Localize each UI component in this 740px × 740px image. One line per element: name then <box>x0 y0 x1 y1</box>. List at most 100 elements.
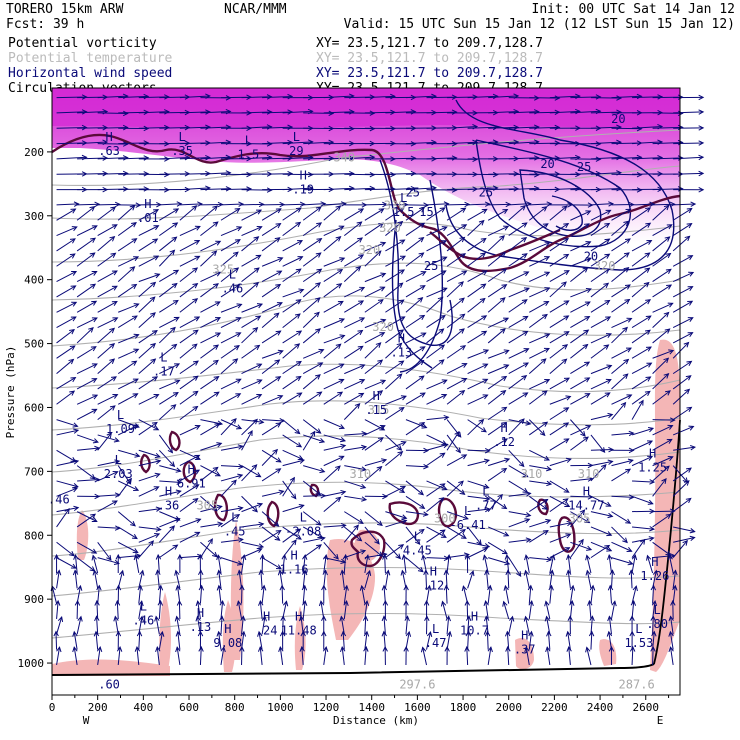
vector-shaft <box>179 255 200 267</box>
vector-head <box>272 448 279 455</box>
vector-head <box>550 554 556 561</box>
vector-head <box>419 392 426 398</box>
vector-head <box>624 298 631 305</box>
vector-shaft <box>611 459 633 467</box>
vector-head <box>113 559 120 565</box>
vector-shaft <box>385 373 403 390</box>
vector-head <box>236 424 243 430</box>
vector-shaft <box>323 379 344 390</box>
vector-shaft <box>483 555 489 574</box>
vector-head <box>233 267 240 273</box>
vector-shaft <box>569 585 574 604</box>
vector-head <box>513 171 520 177</box>
vector-head <box>322 554 329 561</box>
vector-head <box>554 140 561 146</box>
vector-shaft <box>508 616 514 635</box>
vector-shaft <box>384 554 386 573</box>
vector-shaft <box>611 468 631 482</box>
vector-head <box>234 514 241 520</box>
vector-head <box>236 303 243 309</box>
vector-shaft <box>138 508 161 513</box>
vector-shaft <box>261 530 282 543</box>
vector-head <box>563 487 570 493</box>
vector-shaft <box>611 284 631 298</box>
vector-head <box>501 503 508 510</box>
vector-shaft <box>159 316 180 329</box>
vector-head <box>649 479 656 485</box>
vector-shaft <box>97 143 128 145</box>
vector-head <box>541 313 548 320</box>
vector-head <box>164 171 170 178</box>
extremum-mark: H <box>295 609 302 623</box>
vector-head <box>53 553 60 560</box>
vector-head <box>282 600 289 607</box>
vector-shaft <box>116 600 119 619</box>
extremum-value: .01 <box>137 211 159 225</box>
vector-shaft <box>467 449 490 452</box>
vector-shaft <box>343 266 361 282</box>
extremum-value: 1.5 <box>393 205 415 219</box>
vector-shaft <box>672 255 693 267</box>
vector-shaft <box>114 616 119 635</box>
vector-shaft <box>570 301 591 313</box>
vector-head <box>636 125 643 132</box>
vector-head <box>173 208 180 214</box>
vector-shaft <box>200 271 221 283</box>
vector-head <box>521 253 528 259</box>
vector-shaft <box>158 434 173 453</box>
extremum-value: 1.26 <box>640 569 669 583</box>
vector-shaft <box>56 127 87 129</box>
vector-shaft <box>158 631 163 650</box>
vector-shaft <box>97 460 120 467</box>
vector-shaft <box>508 253 528 267</box>
vector-head <box>235 317 242 323</box>
vector-head <box>561 205 568 211</box>
extremum-mark: L <box>160 351 167 365</box>
extremum-value: 10.7 <box>460 623 489 637</box>
vector-shaft <box>76 206 95 221</box>
vector-head <box>109 235 116 242</box>
vector-head <box>487 584 493 591</box>
vector-shaft <box>426 315 446 329</box>
model-title: TORERO 15km ARW <box>6 2 124 17</box>
vector-head <box>569 599 575 606</box>
y-tick-label: 400 <box>24 274 44 287</box>
vector-head <box>566 553 572 560</box>
vector-head <box>588 630 595 637</box>
vector-head <box>235 393 242 399</box>
y-axis-label: Pressure (hPa) <box>4 346 17 439</box>
vector-head <box>439 452 446 458</box>
field-name-1: Potential temperature <box>8 51 173 66</box>
vector-head <box>650 615 656 622</box>
vector-shaft <box>446 631 451 650</box>
vector-head <box>360 466 367 472</box>
vector-shaft <box>652 312 669 328</box>
vector-shaft <box>508 299 528 313</box>
extremum-mark: H <box>144 197 151 211</box>
vector-shaft <box>220 208 240 221</box>
vector-shaft <box>138 394 159 405</box>
vector-shaft <box>570 267 588 282</box>
vector-head <box>626 547 633 553</box>
vector-head <box>318 348 325 354</box>
vector-head <box>71 301 78 307</box>
vector-head <box>604 392 611 398</box>
vector-shaft <box>426 631 432 650</box>
vector-head <box>604 299 611 306</box>
vector-head <box>542 223 549 229</box>
vector-shaft <box>343 585 348 604</box>
vector-head <box>544 271 551 277</box>
vector-head <box>194 316 201 322</box>
vector-shaft <box>611 173 642 176</box>
vector-head <box>459 236 466 243</box>
vector-head <box>422 511 429 517</box>
vector-head <box>503 349 510 355</box>
vector-head <box>319 536 326 542</box>
vector-shaft <box>344 511 364 524</box>
vector-shaft <box>508 392 528 405</box>
vector-shaft <box>364 273 386 283</box>
vector-shaft <box>467 95 498 99</box>
vector-shaft <box>179 484 199 497</box>
speed-label: 20 <box>540 157 554 171</box>
vector-head <box>192 267 199 273</box>
